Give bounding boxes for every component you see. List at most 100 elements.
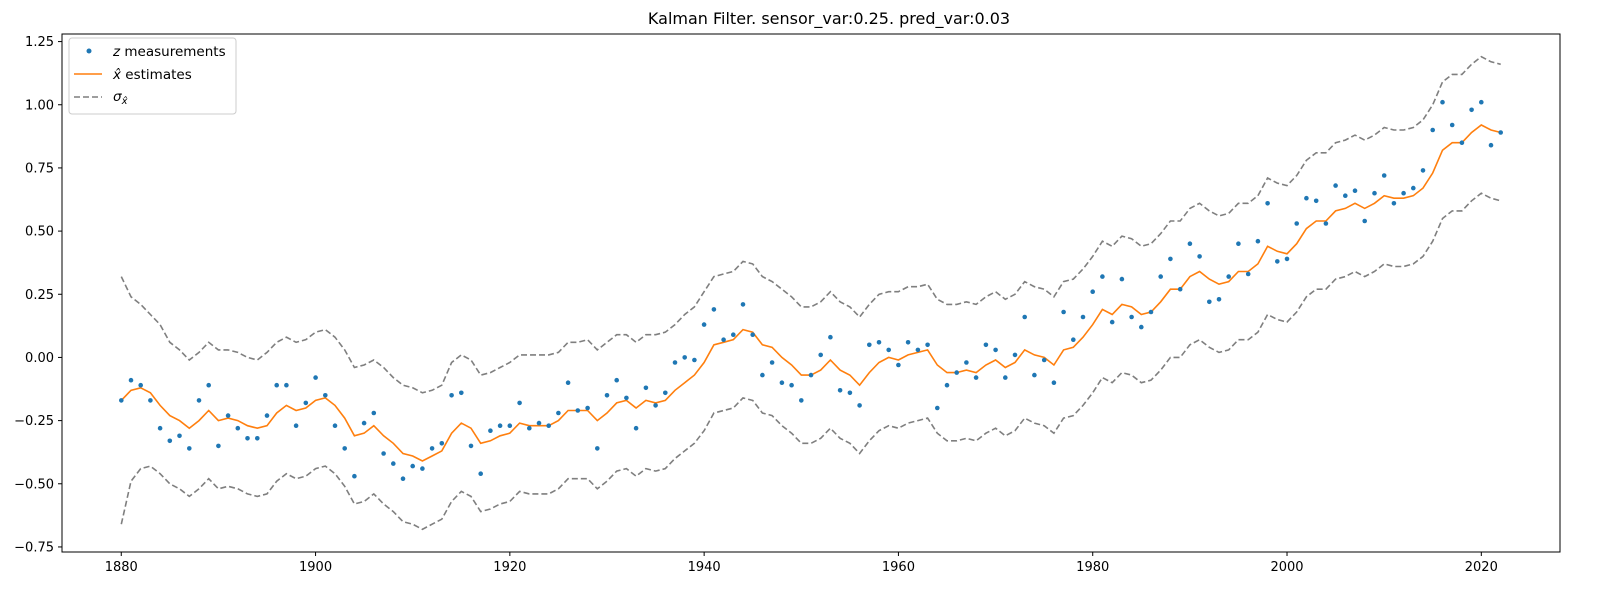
estimate-line (120, 124, 1501, 462)
measurement-point (1304, 195, 1309, 201)
y-tick-label: 1.00 (25, 98, 54, 113)
measurement-point (1071, 337, 1076, 343)
measurement-point (1275, 259, 1280, 264)
measurement-point (420, 466, 425, 471)
measurement-point (682, 355, 687, 360)
y-tick-label: 1.25 (25, 35, 54, 50)
measurement-point (245, 436, 250, 441)
measurement-point (701, 322, 707, 327)
measurement-point (750, 332, 755, 338)
measurement-point (973, 375, 979, 380)
measurement-point (391, 461, 396, 466)
measurement-point (177, 433, 182, 439)
measurement-point (1129, 314, 1134, 320)
measurement-point (614, 377, 619, 383)
measurement-point (769, 360, 775, 365)
measurement-point (1041, 357, 1047, 363)
measurement-point (1080, 314, 1086, 320)
measurement-point (1381, 173, 1387, 178)
measurement-point (1168, 256, 1173, 262)
measurement-point (721, 337, 726, 343)
legend-label-sigma: σx̂ (113, 89, 128, 107)
y-tick-label: 0.50 (25, 225, 54, 240)
measurement-point (216, 443, 221, 449)
x-tick-label: 1880 (105, 560, 138, 575)
measurement-point (672, 360, 678, 365)
measurement-point (1109, 319, 1115, 325)
measurement-point (488, 428, 493, 434)
y-tick-label: 0.25 (25, 288, 54, 303)
measurement-point (517, 400, 522, 406)
measurement-point (235, 425, 241, 431)
measurement-point (779, 380, 785, 386)
x-tick-label: 2020 (1465, 560, 1498, 575)
measurement-point (1284, 256, 1290, 262)
measurement-point (1401, 190, 1406, 196)
measurement-point (1158, 274, 1163, 279)
measurement-point (400, 476, 406, 482)
measurement-point (983, 342, 989, 348)
measurement-point (1197, 254, 1202, 259)
measurement-point (740, 302, 746, 307)
y-tick-label: 0.75 (25, 161, 54, 176)
measurement-point (371, 410, 377, 416)
measurement-point (527, 425, 532, 431)
measurement-point (624, 395, 629, 401)
measurement-point (1313, 198, 1319, 204)
measurement-point (439, 441, 445, 446)
measurement-point (1488, 142, 1494, 148)
x-axis: 1880 1900 1920 1940 1960 1980 2000 2020 (105, 552, 1498, 575)
measurement-point (1420, 168, 1426, 173)
measurement-point (1498, 130, 1503, 135)
x-tick-label: 1940 (688, 560, 721, 575)
measurement-point (1372, 190, 1377, 196)
axes-frame (61, 33, 1561, 553)
measurement-point (1411, 185, 1416, 191)
measurement-point (1003, 375, 1008, 380)
measurement-point (546, 423, 551, 429)
measurement-point (1100, 274, 1105, 279)
x-tick-label: 2000 (1270, 560, 1303, 575)
measurement-point (575, 408, 581, 413)
measurement-point (847, 390, 853, 396)
measurement-point (128, 377, 134, 383)
measurement-point (381, 451, 386, 456)
measurement-point (254, 436, 260, 441)
measurement-point (1430, 127, 1435, 133)
measurement-point (837, 388, 843, 393)
sigma-upper-line (120, 55, 1501, 394)
measurement-point (1032, 372, 1037, 378)
measurement-point (157, 425, 163, 431)
measurement-point (886, 347, 891, 353)
legend: z measurements x̂ estimates σx̂ (68, 37, 237, 115)
legend-marker-measurements (86, 48, 92, 54)
measurement-point (323, 393, 328, 398)
measurement-point (449, 393, 454, 398)
measurement-point (857, 403, 862, 408)
measurement-point (536, 420, 542, 426)
legend-box (68, 37, 237, 115)
measurement-point (1323, 221, 1329, 226)
measurement-point (225, 413, 231, 418)
measurement-point (1352, 188, 1358, 193)
y-tick-label: 0.00 (25, 351, 54, 366)
measurement-point (1061, 309, 1066, 315)
measurement-point (1022, 314, 1027, 320)
measurement-point (119, 398, 124, 403)
chart-title: Kalman Filter. sensor_var:0.25. pred_var… (648, 9, 1010, 29)
measurement-point (1226, 274, 1231, 279)
measurement-point (925, 342, 930, 348)
measurement-point (993, 347, 998, 353)
measurement-point (643, 385, 649, 391)
measurement-point (187, 446, 192, 451)
measurement-point (1333, 183, 1338, 188)
measurement-point (799, 398, 804, 403)
x-tick-label: 1920 (493, 560, 526, 575)
measurement-point (196, 398, 202, 403)
measurement-point (1187, 241, 1193, 246)
measurement-point (964, 360, 969, 365)
y-tick-label: −0.25 (14, 414, 54, 429)
measurement-point (944, 382, 950, 388)
legend-label-estimates: x̂ estimates (112, 67, 192, 83)
measurement-point (1245, 271, 1251, 277)
